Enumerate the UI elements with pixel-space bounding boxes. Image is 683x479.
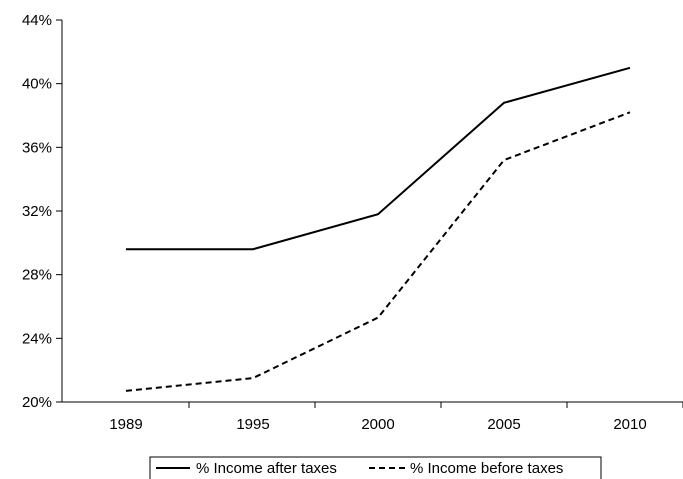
series-line-before-taxes [125, 111, 631, 392]
series-lines [125, 66, 631, 392]
legend-items: % Income after taxes % Income before taxe… [156, 460, 563, 477]
legend-box [149, 456, 602, 479]
y-tick-label: 24% [22, 330, 52, 347]
y-tick-label: 40% [22, 76, 52, 93]
legend-label: % Income before taxes [410, 460, 563, 477]
legend: % Income after taxes % Income before taxe… [149, 456, 602, 479]
y-tick-label: 36% [22, 139, 52, 156]
y-axis-ticks: 20% 24% 28% 32% 36% 40% 44% [22, 12, 62, 411]
legend-label: % Income after taxes [196, 460, 337, 477]
plot-area: 20% 24% 28% 32% 36% 40% 44% 1989 1995 2000 2005 20… [22, 12, 683, 433]
series-line-after-taxes [126, 66, 631, 251]
x-tick-label: 1989 [109, 416, 142, 433]
x-tick-label: 2005 [487, 416, 520, 433]
y-tick-label: 32% [22, 203, 52, 220]
x-tick-label: 1995 [236, 416, 269, 433]
x-axis-ticks: 1989 1995 2000 2005 2010 [109, 402, 683, 433]
y-tick-label: 20% [22, 394, 52, 411]
y-tick-label: 44% [22, 12, 52, 29]
y-tick-label: 28% [22, 267, 52, 284]
x-tick-label: 2010 [613, 416, 646, 433]
x-tick-label: 2000 [361, 416, 394, 433]
